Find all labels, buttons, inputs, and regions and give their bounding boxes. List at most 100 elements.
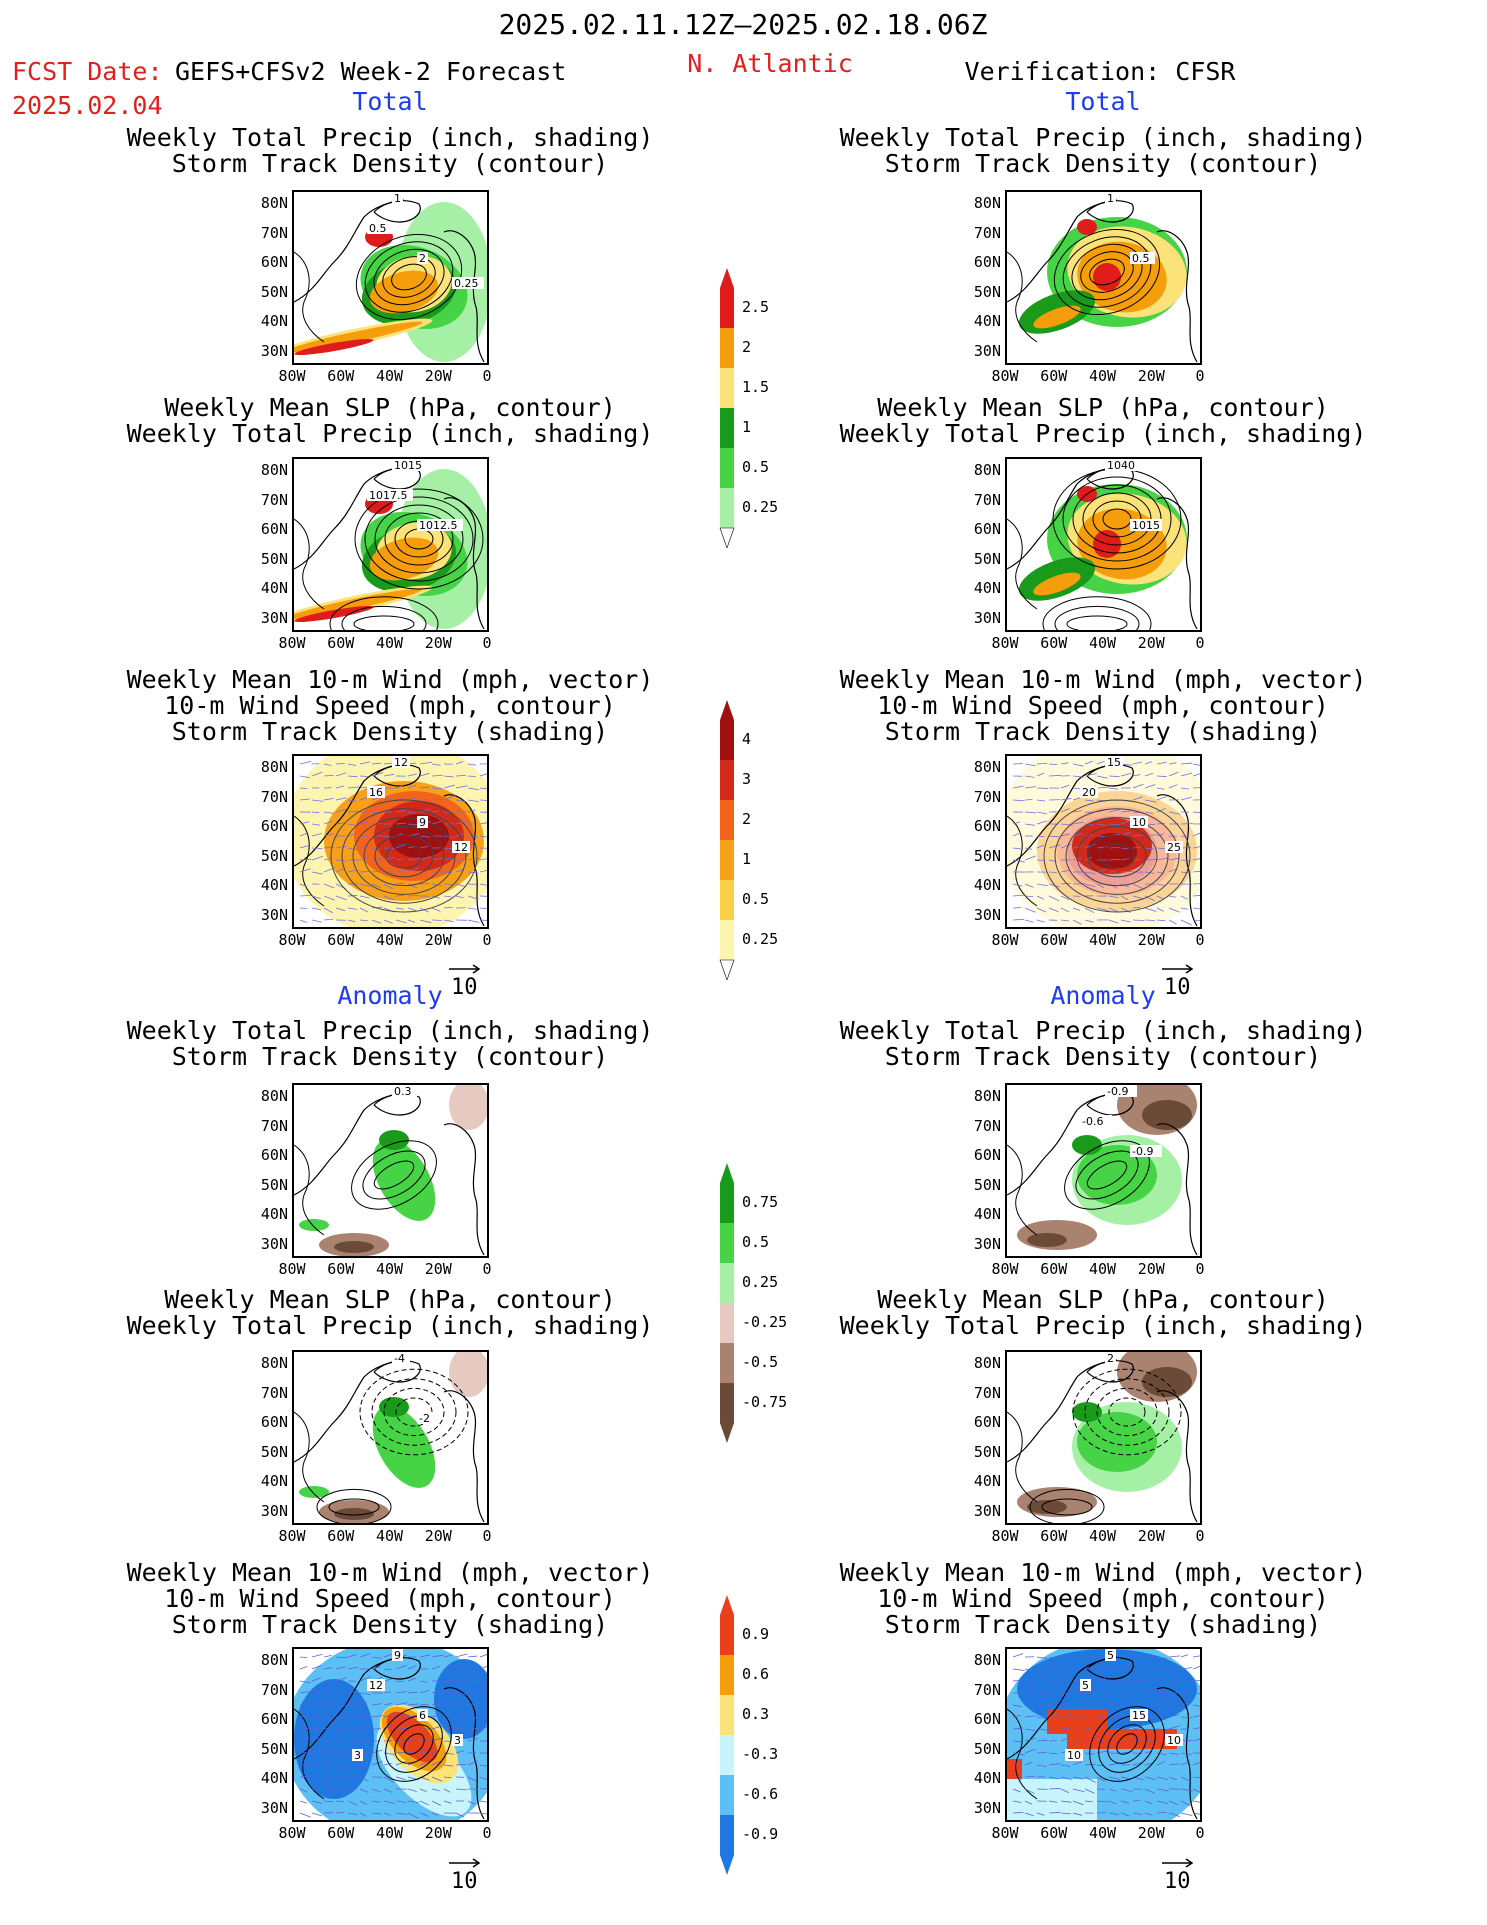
wind-vector [1012,918,1025,921]
wind-vector [1048,1763,1061,1766]
lon-tick-label: 20W [1137,1260,1165,1278]
colorbar-swatch [720,880,734,920]
wind-vector [1180,762,1193,765]
wind-vector [323,1689,335,1694]
wind-vector [311,1715,322,1718]
wind-vector [1156,1776,1169,1780]
lat-tick-label: 60N [260,1146,288,1164]
colorbar-swatch [720,840,734,880]
wind-vector [1024,1761,1033,1766]
wind-vector [1048,1713,1059,1718]
wind-vector [1096,835,1105,837]
vector-ref-right-anomaly: 10 [1160,1850,1196,1894]
lat-tick-label: 70N [260,787,288,806]
wind-vector [467,1737,479,1742]
shade-region [1072,1402,1102,1422]
lat-tick-label: 80N [973,194,1001,212]
wind-vector [1192,832,1200,837]
wind-vector [335,1788,347,1795]
lat-tick-label: 60N [260,1413,288,1431]
section-total-left: Total [352,87,428,116]
wind-vector [311,1692,321,1694]
panel-title-r5-ver-line1: Weekly Mean SLP (hPa, contour) [877,1285,1329,1314]
wind-vector [299,845,309,849]
wind-vector [347,1714,356,1718]
wind-vector [1012,883,1023,887]
wind-vector [1108,809,1121,813]
colorbar-swatch [720,1815,734,1855]
contour-label-bg [1130,816,1148,828]
lon-tick-label: 80W [991,1260,1019,1278]
wind-vector [1168,919,1177,925]
wind-vector [395,1680,404,1683]
lat-tick-label: 50N [973,1739,1001,1758]
wind-vector [1036,1668,1049,1671]
contour-label-bg [1105,756,1123,768]
wind-vector [1012,1704,1022,1708]
wind-vector [347,1691,356,1694]
wind-vector [299,760,312,765]
wind-vector [347,1704,357,1707]
wind-vector [1156,1691,1167,1694]
wind-vector [443,1788,451,1793]
wind-vector [1192,1762,1200,1766]
vector-arrow-icon [1162,964,1194,974]
wind-vector [1144,1812,1152,1816]
wind-vector [1060,1678,1072,1682]
wind-vector [431,1703,441,1706]
panel-title-r6-ver-line1: Weekly Mean 10-m Wind (mph, vector) [839,1558,1367,1587]
colorbar-cap [719,959,735,981]
wind-vector [359,883,371,888]
lat-tick-label: 70N [973,223,1001,242]
wind-vector [1048,1656,1060,1660]
contour-line [1072,1368,1182,1456]
wind-vector [1132,883,1143,889]
contour-label: 0.5 [369,222,387,235]
vector-ref-label: 10 [1164,1869,1191,1894]
lon-tick-label: 0 [482,1260,492,1278]
wind-vector [455,869,463,873]
lat-tick-label: 30N [260,1234,288,1253]
contour-line [394,1724,434,1764]
contour-label-bg [367,222,392,234]
wind-vector [1036,895,1044,900]
wind-vector [479,1726,487,1730]
wind-vector [1180,835,1190,838]
contour-line [382,256,436,298]
wind-vector [335,1666,346,1670]
wind-vector [1048,1800,1058,1803]
wind-vector [1096,1800,1109,1803]
wind-vector [1120,773,1132,777]
lat-tick-label: 30N [973,1234,1001,1253]
wind-vector [419,1703,429,1706]
wind-vector [467,799,479,802]
wind-vector [479,1665,487,1670]
wind-vector [1156,808,1166,813]
wind-vector [1072,775,1084,778]
contour-label: 10 [1132,816,1146,829]
lat-tick-label: 80N [973,758,1001,776]
wind-vector [455,1692,468,1696]
wind-vector [1180,1752,1192,1756]
contour-label: 20 [1082,786,1096,799]
colorbar-label: -0.75 [742,1393,788,1411]
lat-tick-label: 60N [973,1710,1001,1728]
wind-vector [371,1715,383,1718]
panel-title-r6-fc-line1: Weekly Mean 10-m Wind (mph, vector) [126,1558,654,1587]
wind-vector [467,1690,476,1694]
wind-vector [1012,799,1025,802]
lat-tick-label: 60N [260,1710,288,1728]
colorbar-cap [720,268,734,288]
panel-title-r4-fc-line1: Weekly Total Precip (inch, shading) [126,1016,654,1045]
wind-vector [335,1740,348,1743]
lon-tick-label: 40W [375,931,404,949]
contour-label-bg [1130,1709,1148,1721]
wind-vector [455,895,464,899]
contour-label: 0.25 [454,277,479,290]
wind-vector [1120,1776,1131,1780]
contour-line [385,843,423,869]
wind-vector [1060,762,1069,765]
vector-ref-left-anomaly: 10 [447,1850,483,1894]
wind-vector [407,1800,420,1804]
lon-tick-label: 40W [375,634,404,652]
